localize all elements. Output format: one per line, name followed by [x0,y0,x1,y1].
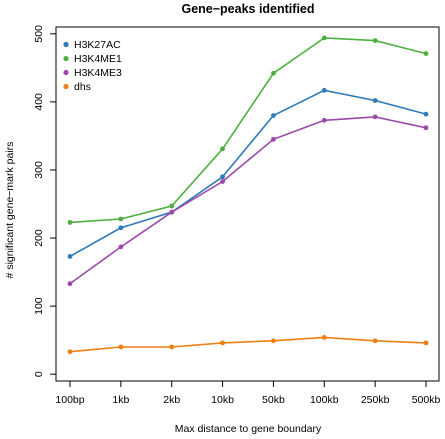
x-tick-label: 50kb [262,394,285,406]
data-point [68,220,73,225]
y-tick-label: 400 [33,93,45,111]
data-point [322,118,327,123]
x-tick-label: 100kb [310,394,339,406]
x-tick-label: 100bp [55,394,84,406]
data-point [68,254,73,259]
data-point [424,340,429,345]
data-point [424,125,429,130]
legend-label: H3K4ME3 [74,67,122,79]
data-point [373,38,378,43]
series-layer [68,35,429,354]
series-dhs [68,335,429,354]
data-point [271,71,276,76]
data-point [118,244,123,249]
data-point [271,113,276,118]
data-point [169,345,174,350]
legend-label: dhs [74,81,91,93]
legend-label: H3K4ME1 [74,53,122,65]
y-tick-label: 300 [33,161,45,179]
plot-frame [56,27,439,381]
data-point [271,338,276,343]
series-line [70,337,426,351]
data-point [373,338,378,343]
y-tick-label: 0 [33,371,45,377]
series-line [70,90,426,256]
y-axis-label: # significant gene−mark pairs [4,142,16,279]
y-tick-label: 200 [33,229,45,247]
series-line [70,38,426,223]
y-tick-label: 500 [33,25,45,43]
data-point [322,35,327,40]
legend-item: dhs [63,81,91,93]
data-point [424,112,429,117]
data-point [118,345,123,350]
data-point [322,88,327,93]
x-axis: 100bp 1kb 2kb 10kb 50kb 100kb 250kb 500kb [55,381,440,406]
data-point [220,174,225,179]
legend-item: H3K27AC [63,39,121,51]
x-axis-label: Max distance to gene boundary [175,423,322,435]
data-point [68,281,73,286]
data-point [373,114,378,119]
legend: H3K27AC H3K4ME1 H3K4ME3 dhs [63,39,122,93]
legend-marker [63,56,68,61]
data-point [220,179,225,184]
legend-marker [63,84,68,89]
y-axis: 0 100 200 300 400 500 [33,25,56,377]
legend-marker [63,42,68,47]
legend-item: H3K4ME1 [63,53,122,65]
data-point [118,217,123,222]
x-tick-label: 2kb [163,394,180,406]
series-line [70,117,426,284]
data-point [322,335,327,340]
plot-area [56,27,439,381]
data-point [373,98,378,103]
legend-marker [63,70,68,75]
x-tick-label: 10kb [211,394,234,406]
chart-title: Gene−peaks identified [181,2,314,16]
legend-label: H3K27AC [74,39,121,51]
legend-item: H3K4ME3 [63,67,122,79]
data-point [220,340,225,345]
x-tick-label: 1kb [112,394,129,406]
data-point [220,146,225,151]
series-h3k27ac [68,88,429,259]
y-tick-label: 100 [33,297,45,315]
x-tick-label: 500kb [412,394,441,406]
data-point [424,51,429,56]
data-point [169,210,174,215]
data-point [118,225,123,230]
data-point [68,349,73,354]
x-tick-label: 250kb [361,394,390,406]
data-point [271,137,276,142]
data-point [169,204,174,209]
series-h3k4me3 [68,114,429,286]
